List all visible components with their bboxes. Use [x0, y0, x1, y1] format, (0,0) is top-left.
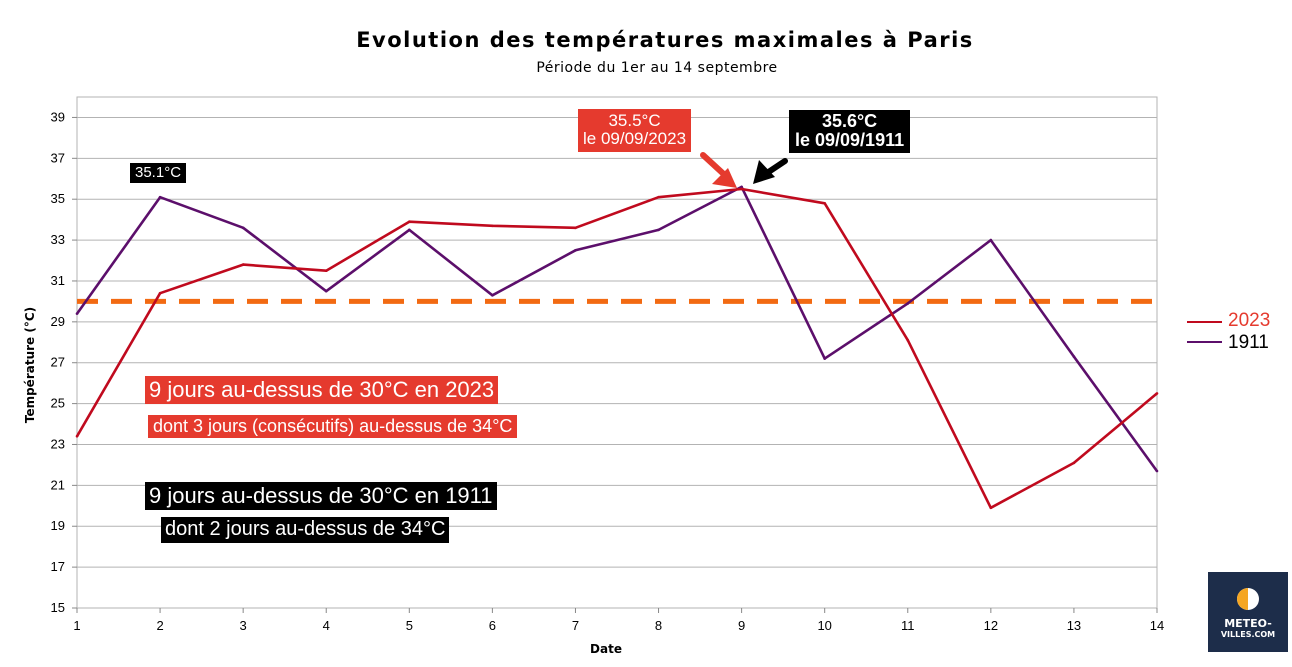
legend-label-2023: 2023: [1228, 310, 1270, 331]
y-tick-label: 35: [51, 191, 65, 206]
arrow-2023: [700, 152, 737, 188]
data-point-1911: [823, 357, 826, 360]
data-point-2023: [740, 187, 743, 191]
annotation-max-1911-early: 35.1°C: [130, 163, 187, 184]
data-point-2023: [823, 201, 826, 205]
summary-2023-sub: dont 3 jours (consécutifs) au-dessus de …: [148, 415, 518, 439]
summary-2023-main: 9 jours au-dessus de 30°C en 2023: [145, 376, 499, 404]
data-point-2023: [158, 291, 162, 295]
chart-subtitle: Période du 1er au 14 septembre: [536, 60, 777, 76]
data-point-1911: [740, 185, 743, 189]
x-tick-label: 9: [738, 618, 745, 633]
x-tick-label: 14: [1150, 618, 1164, 633]
data-point-1911: [989, 238, 993, 242]
y-tick-label: 39: [51, 109, 65, 124]
x-tick-label: 8: [655, 618, 662, 633]
data-point-2023: [989, 506, 993, 510]
data-point-1911: [657, 228, 660, 232]
x-tick-label: 2: [156, 618, 163, 633]
series-line-1911: [75, 185, 1159, 472]
y-tick-label: 19: [51, 518, 65, 533]
annotation-max-1911-value: 35.6°C: [821, 111, 878, 131]
data-point-2023: [1155, 392, 1159, 395]
x-tick-label: 1: [73, 618, 80, 633]
data-point-1911: [158, 195, 162, 199]
x-tick-label: 7: [572, 618, 579, 633]
data-point-1911: [906, 302, 910, 305]
data-point-1911: [1155, 469, 1159, 473]
series-line-2023: [75, 187, 1158, 510]
y-tick-label: 23: [51, 436, 65, 451]
arrow-1911: [753, 158, 788, 184]
y-tick-label: 17: [51, 559, 65, 574]
summary-1911-main: 9 jours au-dessus de 30°C en 1911: [145, 482, 497, 510]
y-axis-label: Température (°C): [23, 307, 37, 423]
data-point-1911: [408, 228, 411, 232]
legend: 2023 1911: [1187, 310, 1270, 353]
data-point-2023: [1072, 461, 1076, 465]
data-point-2023: [657, 195, 660, 199]
y-tick-label: 37: [51, 150, 65, 165]
data-point-2023: [574, 226, 577, 230]
data-point-1911: [241, 226, 245, 230]
x-tick-label: 11: [901, 618, 915, 633]
y-tick-label: 15: [51, 600, 65, 615]
series-group: [75, 185, 1159, 510]
x-tick-label: 4: [323, 618, 330, 633]
logo-text-line2: VILLES.COM: [1220, 630, 1276, 639]
annotation-max-2023-date: le 09/09/2023: [583, 129, 687, 149]
meteo-villes-logo: METEO- VILLES.COM: [1208, 572, 1288, 652]
legend-label-1911: 1911: [1228, 332, 1269, 353]
y-tick-label: 29: [51, 314, 65, 329]
y-tick-label: 33: [51, 232, 65, 247]
x-axis-label: Date: [590, 642, 622, 656]
y-tick-labels: 15 17 19 21 23 25 27 29 31 33 35 37 39: [51, 109, 65, 615]
annotation-max-2023-value: 35.5°C: [608, 111, 661, 130]
annotation-max-2023: 35.5°C le 09/09/2023: [578, 109, 692, 152]
data-point-1911: [324, 289, 328, 293]
data-point-2023: [906, 338, 910, 342]
x-tick-label: 12: [984, 618, 998, 633]
y-tick-label: 31: [51, 273, 65, 288]
x-tick-label: 3: [240, 618, 247, 633]
y-tick-label: 21: [51, 477, 65, 492]
data-point-2023: [324, 269, 328, 273]
x-tick-label: 6: [489, 618, 496, 633]
data-point-1911: [75, 312, 79, 315]
data-point-1911: [1072, 355, 1076, 358]
summary-1911-sub: dont 2 jours au-dessus de 34°C: [161, 517, 450, 543]
data-point-1911: [574, 249, 577, 252]
data-point-2023: [75, 435, 79, 438]
annotation-max-1911: 35.6°C le 09/09/1911: [789, 110, 911, 153]
x-tick-label: 10: [817, 618, 831, 633]
logo-text-line1: METEO-: [1224, 617, 1272, 630]
y-tick-label: 25: [51, 396, 65, 411]
data-point-2023: [491, 224, 494, 228]
sun-moon-icon: [1237, 588, 1259, 610]
data-point-2023: [241, 263, 245, 266]
chart-title: Evolution des températures maximales à P…: [356, 28, 974, 52]
data-point-2023: [408, 220, 411, 223]
x-tick-label: 5: [406, 618, 413, 633]
annotation-max-1911-date: le 09/09/1911: [795, 130, 905, 151]
y-tick-label: 27: [51, 355, 65, 370]
data-point-1911: [491, 293, 494, 297]
x-tick-label: 13: [1067, 618, 1081, 633]
x-tick-labels: 1 2 3 4 5 6 7 8 9 10 11 12 13 14: [73, 618, 1164, 633]
